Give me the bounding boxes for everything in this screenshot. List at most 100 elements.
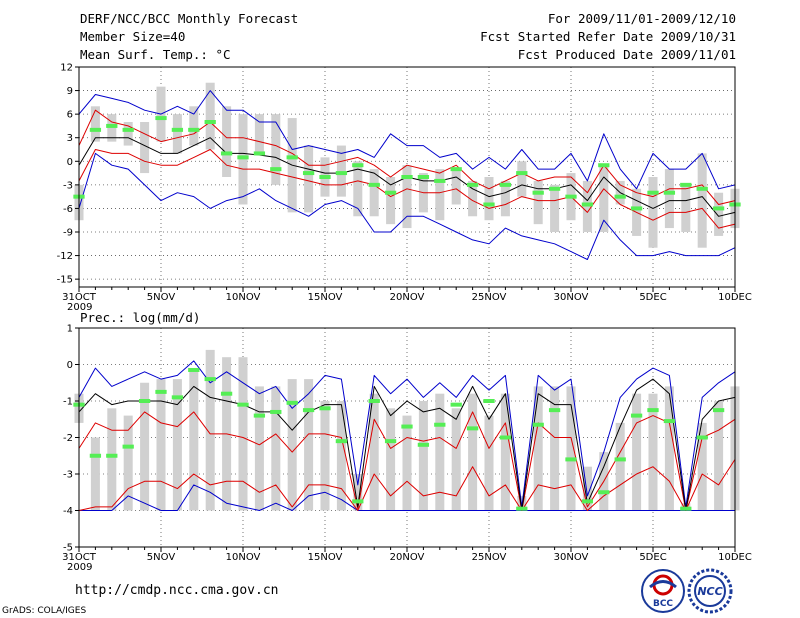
y-tick-label: -9 (63, 228, 73, 239)
y-tick-label: -3 (63, 470, 73, 481)
median-marker (352, 499, 364, 504)
median-marker (237, 402, 249, 407)
median-marker (598, 163, 610, 168)
y-tick-label: -15 (57, 275, 73, 286)
spread-bar (435, 169, 445, 221)
median-marker (89, 127, 102, 132)
median-marker (352, 163, 364, 168)
x-tick-label: 10DEC (718, 292, 752, 303)
spread-bar (304, 145, 314, 213)
median-marker (466, 426, 479, 431)
median-marker (286, 400, 298, 405)
spread-bar (648, 177, 658, 248)
median-marker (466, 182, 479, 187)
median-marker (384, 190, 397, 195)
median-marker (253, 413, 266, 418)
spread-bar (353, 161, 363, 217)
x-tick-label: 5DEC (639, 552, 666, 563)
spread-bar (599, 165, 609, 232)
median-marker (532, 190, 544, 195)
spread-bar (386, 408, 396, 511)
median-marker (499, 182, 512, 187)
median-marker (253, 151, 266, 156)
x-year-label: 2009 (67, 562, 92, 573)
spread-bar (271, 386, 281, 511)
spread-bar (500, 180, 510, 217)
source-url[interactable]: http://cmdp.ncc.cma.gov.cn (75, 583, 279, 598)
spread-bar (664, 386, 674, 511)
spread-bar (418, 401, 428, 511)
spread-bar (500, 393, 510, 511)
outer-upper-line (78, 360, 736, 508)
spread-bar (254, 114, 264, 154)
spread-bar (90, 106, 100, 142)
median-marker (450, 167, 462, 172)
y-tick-label: 9 (67, 86, 73, 97)
median-marker (188, 367, 200, 372)
temperature-panel: 12 9 6 3 0 -3 -6 -9 -12 -15 31OCT 5NOV 10NOV 15NOV 20N… (57, 63, 752, 314)
spread-bar (90, 437, 100, 511)
median-marker (483, 399, 495, 403)
spread-bar (402, 415, 412, 511)
y-tick-label: 6 (67, 110, 73, 121)
x-tick-label: 30NOV (554, 292, 589, 303)
spread-bar (632, 393, 642, 511)
median-marker (188, 127, 200, 132)
spread-bar (172, 114, 182, 154)
median-marker (122, 444, 134, 449)
spread-bar (484, 177, 494, 221)
ensemble-mean-line (78, 378, 736, 511)
median-marker (647, 408, 659, 413)
median-marker (401, 424, 413, 429)
spread-bar (107, 408, 117, 511)
x-tick-label: 5NOV (147, 552, 176, 563)
median-marker (565, 194, 577, 199)
median-marker (434, 422, 446, 427)
x-tick-label: 20NOV (390, 292, 425, 303)
median-marker (417, 175, 430, 179)
x-tick-label: 5DEC (639, 292, 666, 303)
median-marker (335, 171, 348, 176)
median-marker (401, 175, 413, 179)
median-marker (220, 391, 233, 396)
outer-upper-line (78, 90, 736, 190)
median-marker (712, 206, 725, 211)
median-marker (712, 408, 725, 413)
spread-bar (550, 386, 560, 511)
median-marker (89, 453, 102, 458)
variable-label: Mean Surf. Temp.: °C (80, 47, 231, 62)
median-marker (335, 439, 348, 444)
median-marker (384, 439, 397, 444)
spread-bar (582, 466, 592, 511)
median-marker (630, 206, 643, 211)
spread-bar (714, 192, 724, 236)
x-tick-label: 25NOV (472, 552, 507, 563)
median-marker (302, 408, 315, 413)
x-year-label: 2009 (67, 302, 92, 313)
median-marker (516, 506, 528, 511)
spread-bar (369, 169, 379, 217)
spread-bar (189, 106, 199, 146)
forecast-period: For 2009/11/01-2009/12/10 (547, 11, 736, 26)
spread-bar (648, 393, 658, 511)
spread-bar (320, 401, 330, 511)
median-marker (516, 171, 528, 176)
spread-bar (664, 169, 674, 229)
spread-bar (697, 153, 707, 248)
y-tick-label: -4 (63, 506, 73, 517)
spread-bar (254, 386, 264, 511)
y-tick-label: -6 (63, 204, 73, 215)
median-marker (565, 457, 577, 462)
median-marker (581, 499, 594, 504)
median-marker (368, 399, 380, 403)
spread-bar (435, 393, 445, 511)
median-marker (434, 178, 446, 183)
spread-bar (402, 165, 412, 229)
median-marker (368, 182, 380, 187)
ncc-logo: NCC (686, 568, 734, 614)
x-tick-label: 31OCT (62, 292, 97, 303)
x-tick-label: 25NOV (472, 292, 507, 303)
median-marker (106, 123, 118, 128)
